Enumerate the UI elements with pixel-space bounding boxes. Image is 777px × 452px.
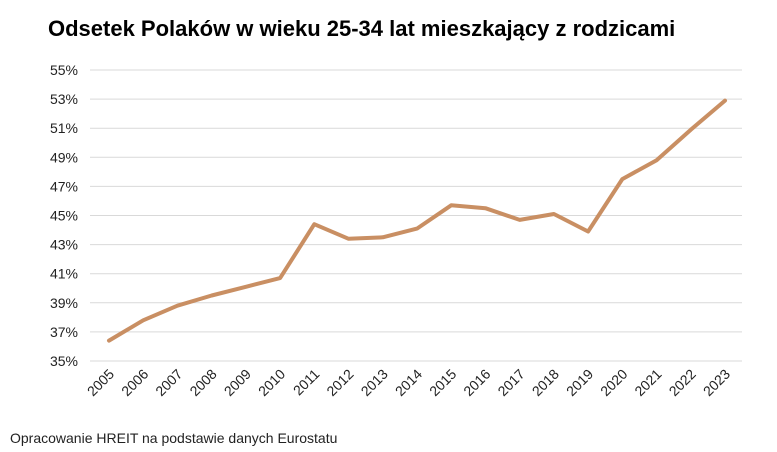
x-tick-label: 2006 [118,366,151,399]
x-tick-label: 2012 [323,366,356,399]
y-tick-label: 55% [50,62,78,78]
x-tick-label: 2015 [426,366,459,399]
x-tick-label: 2021 [631,366,664,399]
x-tick-label: 2008 [186,366,219,399]
x-tick-label: 2022 [666,366,699,399]
x-tick-label: 2009 [221,366,254,399]
x-tick-label: 2005 [84,366,117,399]
x-tick-label: 2010 [255,366,288,399]
x-tick-label: 2020 [597,366,630,399]
x-tick-label: 2019 [563,366,596,399]
chart-title: Odsetek Polaków w wieku 25-34 lat mieszk… [48,16,676,41]
y-tick-label: 35% [50,353,78,369]
y-tick-label: 37% [50,324,78,340]
x-tick-label: 2017 [494,366,527,399]
x-tick-label: 2023 [700,366,733,399]
x-tick-label: 2014 [392,366,425,399]
x-tick-label: 2013 [358,366,391,399]
x-tick-label: 2007 [152,366,185,399]
y-tick-label: 45% [50,208,78,224]
series-line [107,98,727,343]
gridlines [90,69,742,362]
y-tick-label: 51% [50,120,78,136]
y-axis-ticks: 35% 37% 39% 41% 43% 45% 47% 49% 51% 53% 55% [50,62,78,369]
y-tick-label: 49% [50,149,78,165]
x-tick-label: 2018 [529,366,562,399]
y-tick-label: 43% [50,237,78,253]
series-layer [107,98,727,343]
x-axis-ticks: 2005 2006 2007 2008 2009 2010 2011 2012 2013 2014… [84,366,733,399]
y-tick-label: 47% [50,178,78,194]
y-tick-label: 41% [50,266,78,282]
y-tick-label: 39% [50,295,78,311]
y-tick-label: 53% [50,91,78,107]
x-tick-label: 2011 [290,366,323,399]
x-tick-label: 2016 [460,366,493,399]
source-note: Opracowanie HREIT na podstawie danych Eu… [10,430,338,446]
